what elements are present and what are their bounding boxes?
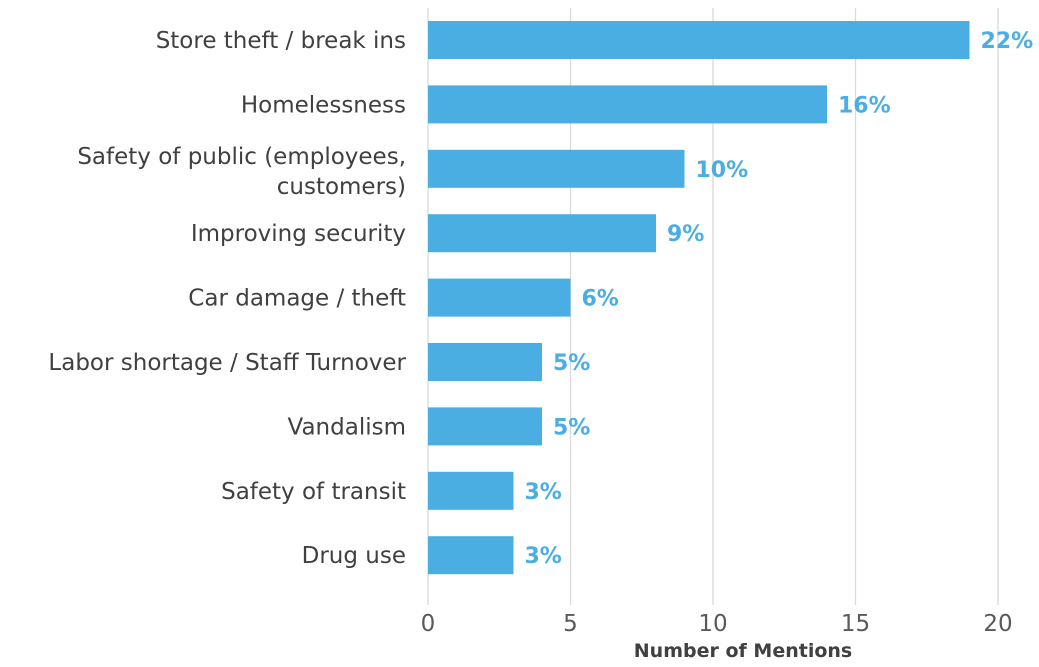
category-labels: Store theft / break ins Homelessness Safet…	[48, 28, 406, 569]
data-label: 10%	[696, 158, 749, 183]
category-label: Homelessness	[241, 92, 406, 118]
x-axis-title: Number of Mentions	[634, 640, 852, 662]
category-label: Store theft / break ins	[156, 28, 406, 54]
x-tick-label: 0	[421, 611, 436, 637]
x-tick-label: 5	[563, 611, 578, 637]
bar	[428, 21, 970, 59]
data-label: 5%	[553, 351, 590, 376]
bar	[428, 471, 514, 510]
category-label: Safety of public (employees, customers)	[77, 144, 406, 200]
bars	[428, 21, 970, 575]
category-label: Improving security	[191, 221, 406, 247]
bar	[428, 85, 827, 124]
data-labels: 22% 16% 10% 9% 6% 5% 5% 3% 3%	[525, 29, 1034, 569]
bar	[428, 278, 571, 317]
category-label: Car damage / theft	[188, 286, 406, 312]
data-label: 9%	[667, 222, 704, 247]
data-label: 22%	[981, 29, 1034, 54]
x-tick-label: 15	[841, 611, 870, 637]
bar	[428, 343, 542, 381]
category-label: Safety of transit	[221, 479, 406, 505]
category-label: Drug use	[302, 543, 406, 569]
data-label: 5%	[553, 415, 590, 440]
category-label: Vandalism	[288, 414, 406, 440]
x-tick-label: 10	[698, 611, 727, 637]
data-label: 3%	[525, 544, 562, 569]
x-tick-label: 20	[983, 611, 1012, 637]
bar	[428, 407, 542, 446]
data-label: 3%	[525, 480, 562, 505]
bar	[428, 149, 685, 188]
data-label: 6%	[582, 287, 619, 312]
category-label: Labor shortage / Staff Turnover	[48, 350, 406, 376]
x-tick-labels: 0 5 10 15 20	[421, 611, 1013, 637]
bar	[428, 536, 514, 575]
bar	[428, 214, 656, 253]
data-label: 16%	[838, 93, 891, 118]
